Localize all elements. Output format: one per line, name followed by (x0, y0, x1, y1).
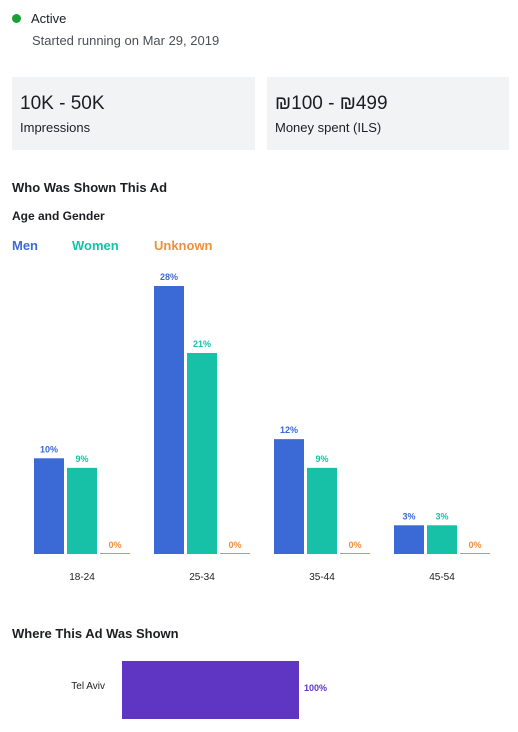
money-spent-value: ₪100 - ₪499 (275, 93, 501, 115)
status-row: Active (12, 11, 66, 26)
bar-value-label: 10% (40, 444, 58, 454)
x-tick-label: 25-34 (189, 572, 215, 583)
bar-value-label: 9% (315, 454, 328, 464)
bar (274, 439, 304, 554)
legend-unknown: Unknown (154, 238, 213, 253)
bar-value-label: 9% (75, 454, 88, 464)
status-dot-icon (12, 14, 21, 23)
impressions-card: 10K - 50K Impressions (12, 77, 255, 150)
bar-value-label: 3% (402, 511, 415, 521)
status-label: Active (31, 11, 66, 26)
started-running-text: Started running on Mar 29, 2019 (32, 33, 219, 48)
region-value-label: 100% (304, 683, 327, 693)
age-gender-chart: 10% 9% 0% 18-24 28% 21% 0% 25-34 12% 9% 0% 35-44 3% 3… (0, 270, 518, 590)
bar (34, 458, 64, 554)
bar-value-label: 3% (435, 511, 448, 521)
bar-value-label: 21% (193, 339, 211, 349)
audience-section-title: Who Was Shown This Ad (12, 180, 167, 195)
bar-value-label: 28% (160, 272, 178, 282)
regions-section-title: Where This Ad Was Shown (12, 626, 179, 641)
region-chart: Tel Aviv 100% (0, 650, 518, 725)
bar-value-label: 0% (108, 540, 121, 550)
money-spent-card: ₪100 - ₪499 Money spent (ILS) (267, 77, 509, 150)
bar-value-label: 0% (228, 540, 241, 550)
bar (67, 468, 97, 554)
impressions-value: 10K - 50K (20, 93, 247, 115)
money-spent-label: Money spent (ILS) (275, 120, 501, 135)
x-tick-label: 35-44 (309, 572, 335, 583)
bar (187, 353, 217, 554)
bar-value-label: 0% (468, 540, 481, 550)
bar-value-label: 0% (348, 540, 361, 550)
age-gender-subtitle: Age and Gender (12, 209, 105, 223)
region-bar (122, 661, 299, 719)
region-label: Tel Aviv (71, 681, 105, 692)
bar (427, 525, 457, 554)
bar (154, 286, 184, 554)
x-tick-label: 18-24 (69, 572, 95, 583)
x-tick-label: 45-54 (429, 572, 455, 583)
bar-value-label: 12% (280, 425, 298, 435)
bar (307, 468, 337, 554)
legend-women: Women (72, 238, 154, 253)
bar (394, 525, 424, 554)
chart-legend: Men Women Unknown (12, 238, 213, 253)
legend-men: Men (12, 238, 72, 253)
impressions-label: Impressions (20, 120, 247, 135)
